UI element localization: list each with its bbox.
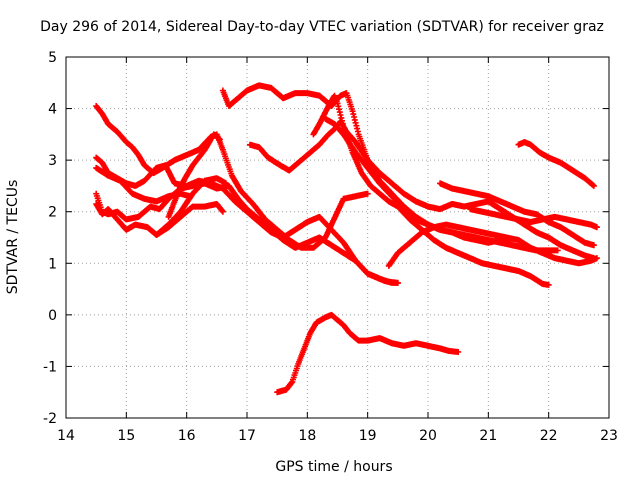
series-s15 bbox=[515, 139, 597, 189]
x-tick-label: 19 bbox=[359, 428, 377, 444]
plot-frame bbox=[65, 56, 610, 419]
chart-title: Day 296 of 2014, Sidereal Day-to-day VTE… bbox=[40, 19, 604, 35]
y-tick-label: 2 bbox=[48, 205, 57, 221]
y-tick-label: -1 bbox=[43, 359, 57, 375]
x-tick-label: 17 bbox=[238, 428, 256, 444]
plot-area bbox=[93, 82, 600, 396]
x-tick-label: 20 bbox=[419, 428, 437, 444]
series-s5 bbox=[153, 175, 229, 238]
series-s12 bbox=[385, 221, 600, 269]
series-markers bbox=[385, 221, 600, 269]
x-tick-label: 14 bbox=[57, 428, 75, 444]
series-markers bbox=[93, 180, 401, 286]
x-tick-label: 21 bbox=[479, 428, 497, 444]
series-markers bbox=[310, 92, 552, 288]
series-s3 bbox=[93, 180, 401, 286]
x-tick-label: 15 bbox=[117, 428, 135, 444]
series-s11 bbox=[322, 115, 552, 256]
series-s10 bbox=[310, 92, 552, 288]
series-s14 bbox=[467, 206, 600, 231]
y-tick-label: 5 bbox=[48, 50, 57, 66]
series-s7 bbox=[165, 131, 223, 220]
y-tick-label: 1 bbox=[48, 256, 57, 272]
y-axis-title: SDTVAR / TECUs bbox=[5, 180, 21, 295]
series-markers bbox=[467, 206, 600, 231]
x-tick-label: 22 bbox=[540, 428, 558, 444]
series-markers bbox=[153, 175, 229, 238]
series-markers bbox=[515, 139, 597, 189]
x-axis-title: GPS time / hours bbox=[275, 459, 392, 475]
y-tick-label: -2 bbox=[43, 411, 57, 427]
series-s16 bbox=[274, 311, 462, 396]
series-markers bbox=[322, 115, 552, 256]
y-tick-label: 4 bbox=[48, 102, 57, 118]
series-markers bbox=[274, 311, 462, 396]
x-tick-label: 16 bbox=[178, 428, 196, 444]
series-markers bbox=[165, 131, 223, 220]
x-tick-label: 23 bbox=[600, 428, 618, 444]
y-tick-label: 0 bbox=[48, 308, 57, 324]
x-tick-label: 18 bbox=[298, 428, 316, 444]
y-tick-label: 3 bbox=[48, 153, 57, 169]
